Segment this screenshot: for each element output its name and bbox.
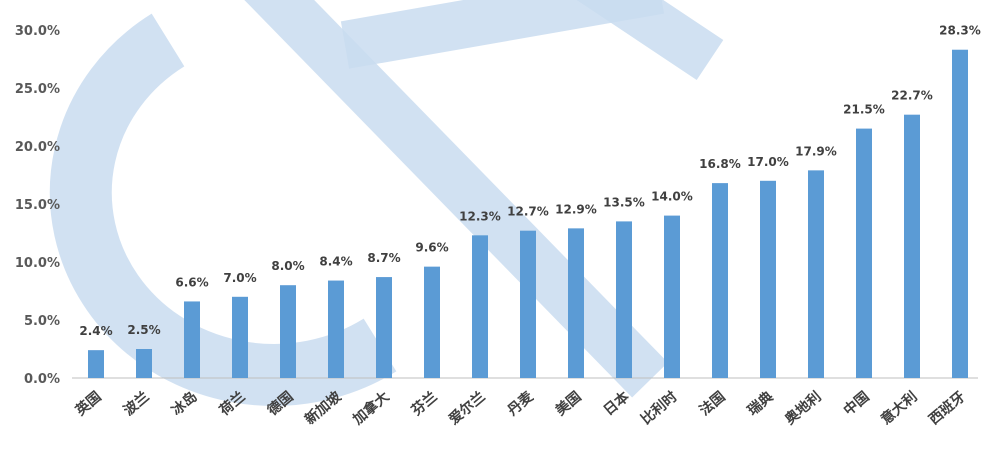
x-tick-label: 丹麦 xyxy=(504,387,537,419)
data-label: 28.3% xyxy=(939,24,981,38)
bar xyxy=(856,128,872,378)
data-label: 17.9% xyxy=(795,144,837,158)
bar xyxy=(328,280,344,378)
data-label: 9.6% xyxy=(415,241,448,255)
data-label: 17.0% xyxy=(747,155,789,169)
y-tick-label: 0.0% xyxy=(24,372,60,387)
y-tick-label: 30.0% xyxy=(15,24,60,39)
y-tick-label: 25.0% xyxy=(15,82,60,97)
bar xyxy=(760,180,776,378)
bar xyxy=(232,296,248,378)
bar xyxy=(808,170,824,378)
data-label: 6.6% xyxy=(175,275,208,289)
x-tick-label: 冰岛 xyxy=(168,388,200,419)
x-tick-label: 波兰 xyxy=(120,388,152,419)
bars xyxy=(88,49,968,379)
x-tick-label: 意大利 xyxy=(877,388,920,428)
bar xyxy=(280,285,296,378)
x-tick-label: 英国 xyxy=(71,388,104,420)
bar xyxy=(184,301,200,378)
x-tick-label: 芬兰 xyxy=(407,388,440,420)
x-tick-label: 比利时 xyxy=(637,388,680,428)
x-tick-label: 西班牙 xyxy=(925,388,968,428)
y-tick-label: 10.0% xyxy=(15,256,60,271)
data-label: 8.4% xyxy=(319,255,352,269)
x-tick-label: 爱尔兰 xyxy=(445,388,488,428)
data-label: 22.7% xyxy=(891,89,933,103)
x-tick-label: 瑞典 xyxy=(744,388,776,419)
x-tick-label: 奥地利 xyxy=(781,388,824,428)
data-label: 13.5% xyxy=(603,195,645,209)
y-tick-label: 20.0% xyxy=(15,140,60,155)
data-label: 2.5% xyxy=(127,323,160,337)
data-labels: 2.4% 2.5% 6.6% 7.0% 8.0% 8.4% 8.7% 9.6% 12.3% 12.… xyxy=(79,24,980,338)
data-label: 7.0% xyxy=(223,271,256,285)
bar xyxy=(952,49,968,378)
data-label: 14.0% xyxy=(651,190,693,204)
x-tick-label: 加拿大 xyxy=(349,388,393,429)
bar xyxy=(88,350,104,378)
x-tick-label: 美国 xyxy=(552,388,584,419)
data-label: 12.9% xyxy=(555,202,597,216)
bar xyxy=(904,114,920,379)
watermark-logo xyxy=(49,0,724,406)
bar xyxy=(136,349,152,378)
y-tick-label: 5.0% xyxy=(24,314,60,329)
y-tick-label: 15.0% xyxy=(15,198,60,213)
bar xyxy=(712,183,728,378)
bar xyxy=(472,235,488,378)
bar xyxy=(568,228,584,378)
data-label: 8.7% xyxy=(367,251,400,265)
data-label: 21.5% xyxy=(843,103,885,117)
bar xyxy=(520,230,536,378)
data-label: 12.7% xyxy=(507,205,549,219)
bar xyxy=(616,221,632,378)
data-label: 16.8% xyxy=(699,157,741,171)
bar xyxy=(664,215,680,378)
data-label: 8.0% xyxy=(271,259,304,273)
data-label: 2.4% xyxy=(79,324,112,338)
bar xyxy=(424,266,440,378)
bar xyxy=(376,277,392,378)
data-label: 12.3% xyxy=(459,209,501,223)
x-tick-label: 中国 xyxy=(840,388,872,419)
y-axis-tick-labels: 0.0% 5.0% 10.0% 15.0% 20.0% 25.0% 30.0% xyxy=(15,24,60,387)
x-tick-label: 法国 xyxy=(696,388,728,419)
